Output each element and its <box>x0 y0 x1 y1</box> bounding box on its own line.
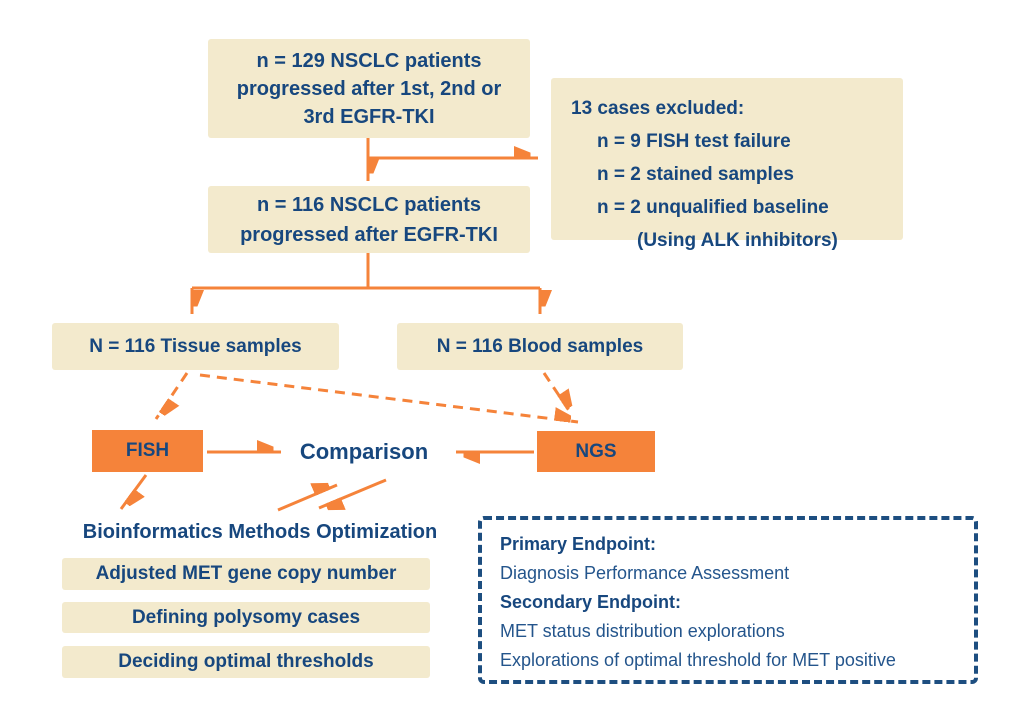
excluded-note: (Using ALK inhibitors) <box>637 230 838 251</box>
bioinformatics-label: Bioinformatics Methods Optimization <box>82 521 438 543</box>
dashed-arrow-tissue-to-fish <box>154 372 189 420</box>
endpoints-box: Primary Endpoint: Diagnosis Performance … <box>478 516 978 684</box>
excluded-item-3: n = 2 unqualified baseline <box>597 197 829 218</box>
box-129-patients: n = 129 NSCLC patients progressed after … <box>208 39 530 138</box>
secondary-endpoint-title: Secondary Endpoint: <box>500 592 682 612</box>
arrow-bioinformatics-to-comparison <box>277 485 338 512</box>
excluded-item-1: n = 9 FISH test failure <box>597 131 791 152</box>
box-129-line-1: n = 129 NSCLC patients <box>256 50 482 72</box>
secondary-endpoint-item-2: Explorations of optimal threshold for ME… <box>500 650 896 670</box>
box-tissue-samples: N = 116 Tissue samples <box>52 323 339 370</box>
comparison-label: Comparison <box>299 439 429 464</box>
box-ngs: NGS <box>537 431 655 472</box>
box-116-line-1: n = 116 NSCLC patients <box>257 194 481 216</box>
box-deciding-thresholds: Deciding optimal thresholds <box>62 646 430 678</box>
box-defining-polysomy: Defining polysomy cases <box>62 602 430 633</box>
box-129-line-2: progressed after 1st, 2nd or <box>236 78 502 100</box>
primary-endpoint-title: Primary Endpoint: <box>500 534 657 554</box>
box-116-patients: n = 116 NSCLC patients progressed after … <box>208 186 530 253</box>
dashed-arrow-blood-to-ngs <box>542 372 572 416</box>
arrow-comparison-to-bioinformatics <box>318 478 387 508</box>
box-129-line-3: 3rd EGFR-TKI <box>303 106 435 128</box>
dashed-arrow-tissue-to-ngs <box>199 373 579 424</box>
excluded-title: 13 cases excluded: <box>571 98 745 119</box>
box-blood-samples: N = 116 Blood samples <box>397 323 683 370</box>
box-excluded-cases: 13 cases excluded: n = 9 FISH test failu… <box>551 78 903 251</box>
box-fish: FISH <box>92 430 203 472</box>
arrow-fish-to-bioinformatics <box>119 474 148 509</box>
box-116-line-2: progressed after EGFR-TKI <box>240 224 498 246</box>
excluded-item-2: n = 2 stained samples <box>597 164 794 185</box>
secondary-endpoint-item-1: MET status distribution explorations <box>500 621 785 641</box>
box-adjusted-met-copy-number: Adjusted MET gene copy number <box>62 558 430 590</box>
primary-endpoint-item: Diagnosis Performance Assessment <box>500 563 790 583</box>
